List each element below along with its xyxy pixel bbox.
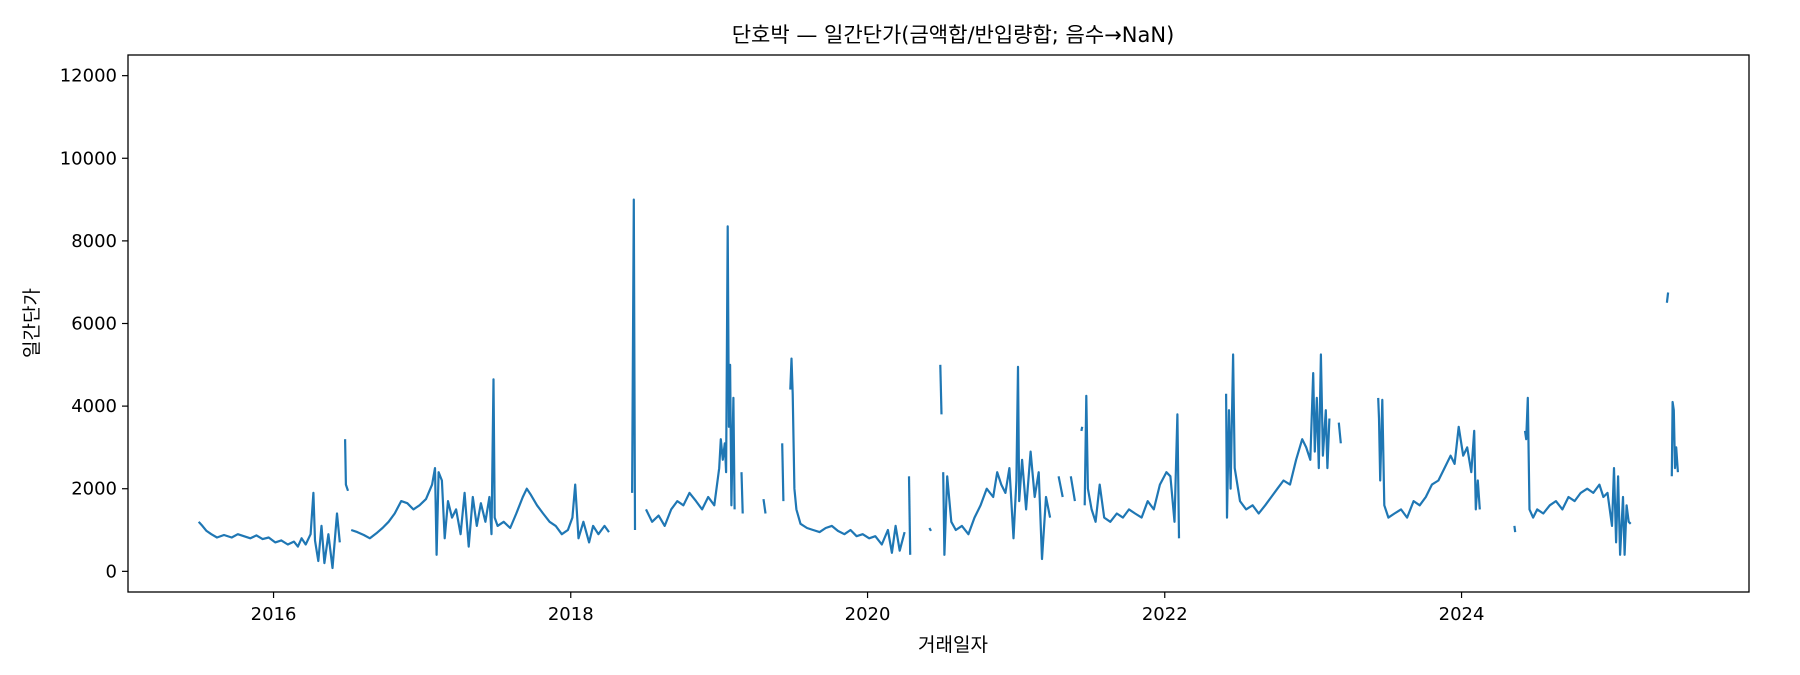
series-line-segment <box>197 491 341 570</box>
y-tick-label: 0 <box>106 561 117 582</box>
series-line-segment <box>781 443 785 502</box>
series-line-segment <box>630 198 637 531</box>
series-line-segment <box>928 527 932 532</box>
series-line-segment <box>344 439 350 492</box>
series-line-segment <box>939 364 943 415</box>
series-line-segment <box>907 476 912 555</box>
series-line-segment <box>1513 525 1517 533</box>
x-tick-label: 2020 <box>845 604 891 625</box>
series-line-segment <box>1083 394 1181 539</box>
y-tick-label: 12000 <box>60 66 117 87</box>
series-line-segment <box>645 225 736 528</box>
series-line-segment <box>740 472 744 514</box>
plot-frame <box>127 54 1750 593</box>
series-line-segment <box>942 365 1052 561</box>
x-tick-label: 2024 <box>1439 604 1485 625</box>
x-tick-label: 2018 <box>548 604 594 625</box>
y-tick-label: 4000 <box>71 396 117 417</box>
chart-title: 단호박 — 일간단가(금액합/반입량합; 음수→NaN) <box>732 23 1175 47</box>
series-line-segment <box>350 378 610 556</box>
series-layer <box>197 198 1679 570</box>
x-axis: 2016 2018 2020 2022 2024 <box>251 592 1485 625</box>
series-line-segment <box>1523 396 1632 556</box>
y-tick-label: 10000 <box>60 148 117 169</box>
y-axis: 0 2000 4000 6000 8000 10000 12000 <box>60 66 128 582</box>
series-line-segment <box>1337 422 1342 444</box>
series-line-segment <box>1057 476 1064 498</box>
x-axis-label: 거래일자 <box>918 634 988 656</box>
y-tick-label: 2000 <box>71 479 117 500</box>
y-tick-label: 6000 <box>71 314 117 335</box>
series-line-segment <box>1377 397 1481 519</box>
x-tick-label: 2016 <box>251 604 297 625</box>
y-axis-label: 일간단가 <box>21 288 43 358</box>
series-line-segment <box>1080 426 1084 432</box>
series-line-segment <box>789 357 906 554</box>
y-tick-label: 8000 <box>71 231 117 252</box>
series-line-segment <box>762 498 767 514</box>
series-line-segment <box>1225 353 1331 519</box>
x-tick-label: 2022 <box>1142 604 1188 625</box>
series-line-segment <box>1069 476 1076 502</box>
series-line-segment <box>1670 400 1679 477</box>
series-line-segment <box>1665 292 1670 303</box>
